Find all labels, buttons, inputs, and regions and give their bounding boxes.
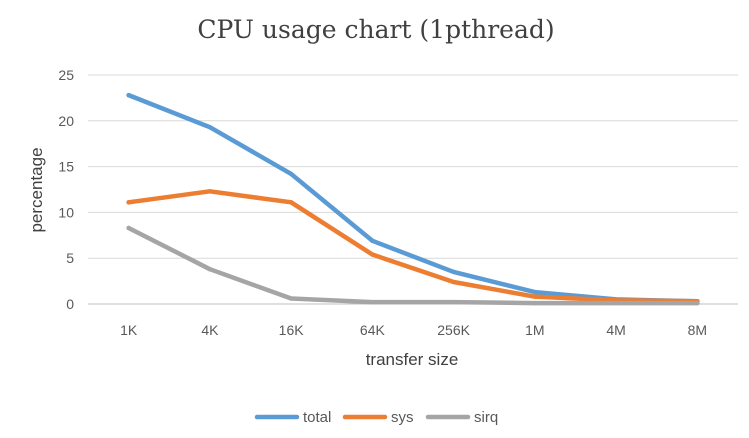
y-tick-label: 25: [58, 67, 74, 83]
legend: total sys sirq: [254, 409, 498, 426]
y-tick-label: 0: [66, 296, 74, 312]
y-tick-label: 20: [58, 113, 74, 129]
series-line-sirq: [126, 225, 700, 306]
y-tick-label: 15: [58, 159, 74, 175]
series-line-sys: [126, 189, 700, 304]
legend-label: total: [303, 409, 331, 426]
data-point-total: [370, 238, 375, 243]
x-tick-label: 16K: [279, 322, 305, 338]
data-point-sys: [451, 279, 456, 285]
legend-item-sirq: sirq: [425, 409, 498, 426]
data-point-sirq: [532, 300, 538, 306]
legend-item-total: total: [254, 409, 331, 426]
data-point-total: [288, 171, 294, 177]
data-point-sys: [288, 200, 294, 205]
data-point-total: [207, 125, 213, 130]
x-tick-label: 8M: [688, 322, 707, 338]
x-tick-label: 4M: [606, 322, 625, 338]
y-tick-label: 5: [66, 250, 74, 266]
data-point-sys: [207, 189, 213, 194]
x-tick-label: 4K: [201, 322, 219, 338]
data-point-total: [451, 269, 456, 275]
data-point-total: [532, 289, 538, 295]
y-axis-label: percentage: [27, 147, 46, 232]
x-axis-ticks: 1K 4K 16K 64K 256K 1M 4M 8M: [120, 322, 707, 338]
x-tick-label: 1K: [120, 322, 138, 338]
data-point-sirq: [370, 299, 375, 305]
legend-label: sys: [391, 409, 414, 426]
data-point-sys: [532, 294, 538, 299]
series-sirq: [126, 225, 700, 306]
legend-label: sirq: [474, 409, 498, 426]
data-point-sirq: [695, 300, 700, 306]
x-tick-label: 1M: [525, 322, 544, 338]
data-point-sirq: [207, 266, 213, 272]
data-point-sys: [370, 252, 375, 257]
data-point-total: [126, 92, 131, 98]
data-point-sirq: [451, 299, 456, 305]
data-point-sys: [126, 200, 131, 205]
x-tick-label: 256K: [437, 322, 470, 338]
y-tick-label: 10: [58, 204, 74, 220]
data-point-sirq: [613, 300, 619, 306]
y-axis-ticks: 0 5 10 15 20 25: [58, 67, 74, 312]
x-tick-label: 64K: [360, 322, 386, 338]
chart-title: CPU usage chart (1pthread): [197, 15, 554, 44]
data-point-sirq: [288, 296, 294, 301]
legend-item-sys: sys: [342, 409, 414, 426]
x-axis-label: transfer size: [366, 350, 459, 369]
series-lines: [126, 92, 700, 306]
series-sys: [126, 189, 700, 304]
data-point-sirq: [126, 225, 131, 231]
